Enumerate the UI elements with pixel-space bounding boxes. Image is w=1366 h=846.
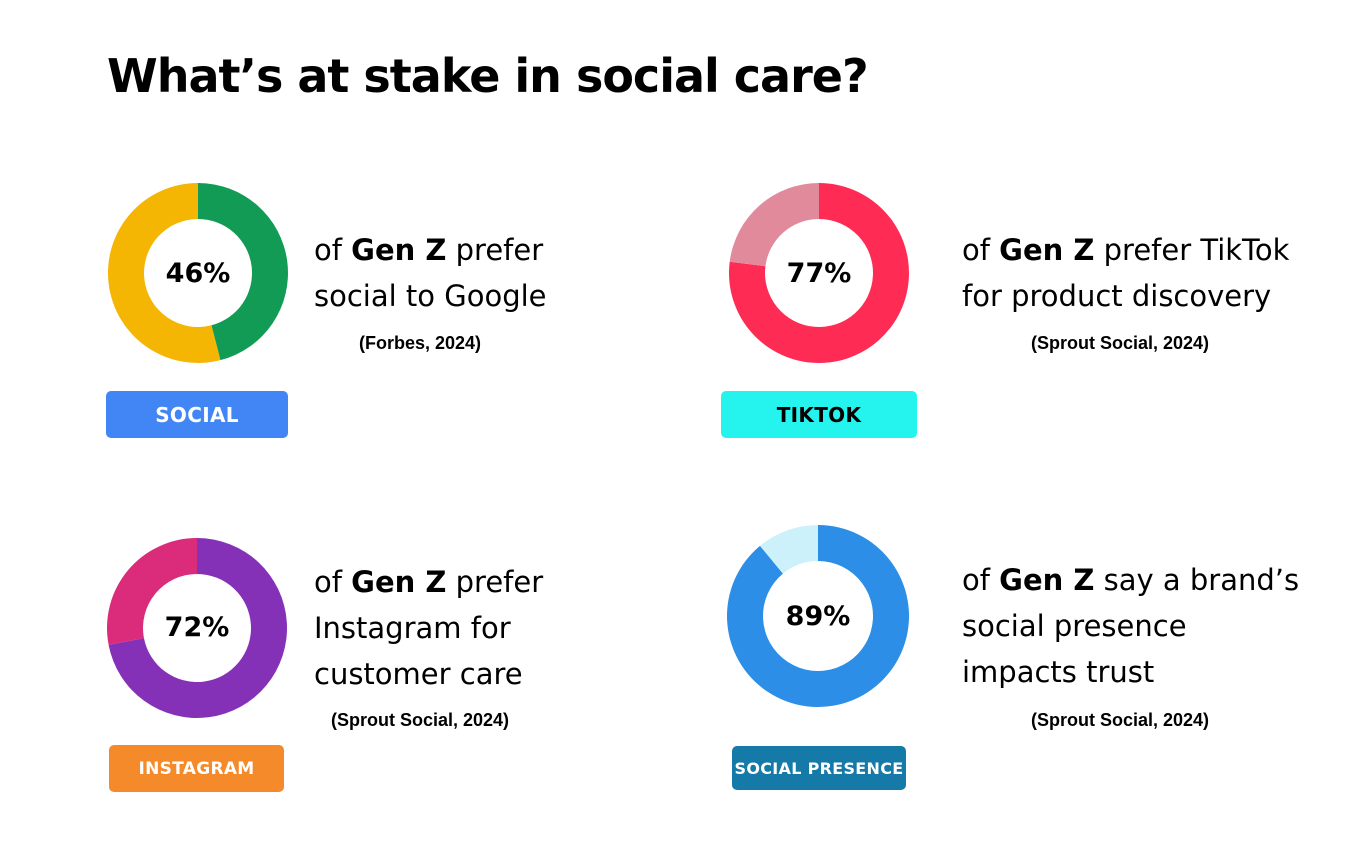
donut-chart-instagram <box>107 538 287 718</box>
stat-text-line2: for product discovery <box>962 279 1272 313</box>
stat-text-bold: Gen Z <box>351 233 447 267</box>
stat-text-line2: Instagram for <box>314 611 511 645</box>
source-citation-social: (Forbes, 2024) <box>359 333 482 353</box>
stat-text-line3: customer care <box>314 657 523 691</box>
stat-text-bold: Gen Z <box>999 563 1095 597</box>
stat-text-pre: of <box>962 563 1000 597</box>
percent-label-instagram: 72% <box>164 612 230 643</box>
percent-label-tiktok: 77% <box>786 258 852 289</box>
stat-text-line2: social to Google <box>314 279 547 313</box>
donut-segment-value <box>198 183 289 361</box>
stat-text-pre: of <box>962 233 1000 267</box>
tag-social: SOCIAL <box>106 391 288 438</box>
stat-text-line3: impacts trust <box>962 655 1155 689</box>
source-citation-social-presence: (Sprout Social, 2024) <box>1031 710 1210 730</box>
stat-text-bold: Gen Z <box>999 233 1095 267</box>
source-citation-instagram: (Sprout Social, 2024) <box>331 710 510 730</box>
donut-segment-value <box>729 183 909 363</box>
percent-label-social: 46% <box>165 258 231 289</box>
donut-segment-value <box>108 538 287 718</box>
tag-tiktok: TIKTOK <box>721 391 917 438</box>
percent-label-social-presence: 89% <box>785 601 851 632</box>
tag-social-presence: SOCIAL PRESENCE <box>732 746 906 790</box>
stat-text-bold: Gen Z <box>351 565 447 599</box>
donut-chart-social-presence <box>727 525 909 707</box>
stat-text-instagram: of Gen Z prefer Instagram for customer c… <box>314 559 543 697</box>
donut-segment-rest <box>107 538 197 645</box>
donut-chart-tiktok <box>729 183 909 363</box>
page-title: What’s at stake in social care? <box>107 49 869 103</box>
donut-segment-rest <box>759 525 818 574</box>
stat-text-line1: prefer TikTok <box>1094 233 1290 267</box>
stat-text-line2: social presence <box>962 609 1187 643</box>
stat-text-pre: of <box>314 565 352 599</box>
stat-text-line1: prefer <box>446 565 544 599</box>
stat-text-line1: say a brand’s <box>1094 563 1300 597</box>
stat-text-tiktok: of Gen Z prefer TikTok for product disco… <box>962 227 1289 319</box>
stat-text-pre: of <box>314 233 352 267</box>
stat-text-social-presence: of Gen Z say a brand’s social presence i… <box>962 557 1299 695</box>
source-citation-tiktok: (Sprout Social, 2024) <box>1031 333 1210 353</box>
tag-instagram: INSTAGRAM <box>109 745 284 792</box>
donut-segment-value <box>727 525 909 707</box>
donut-segment-rest <box>729 183 819 267</box>
stat-text-social: of Gen Z prefer social to Google <box>314 227 547 319</box>
donut-chart-social <box>108 183 289 363</box>
stat-text-line1: prefer <box>446 233 544 267</box>
donut-segment-rest <box>108 183 221 363</box>
